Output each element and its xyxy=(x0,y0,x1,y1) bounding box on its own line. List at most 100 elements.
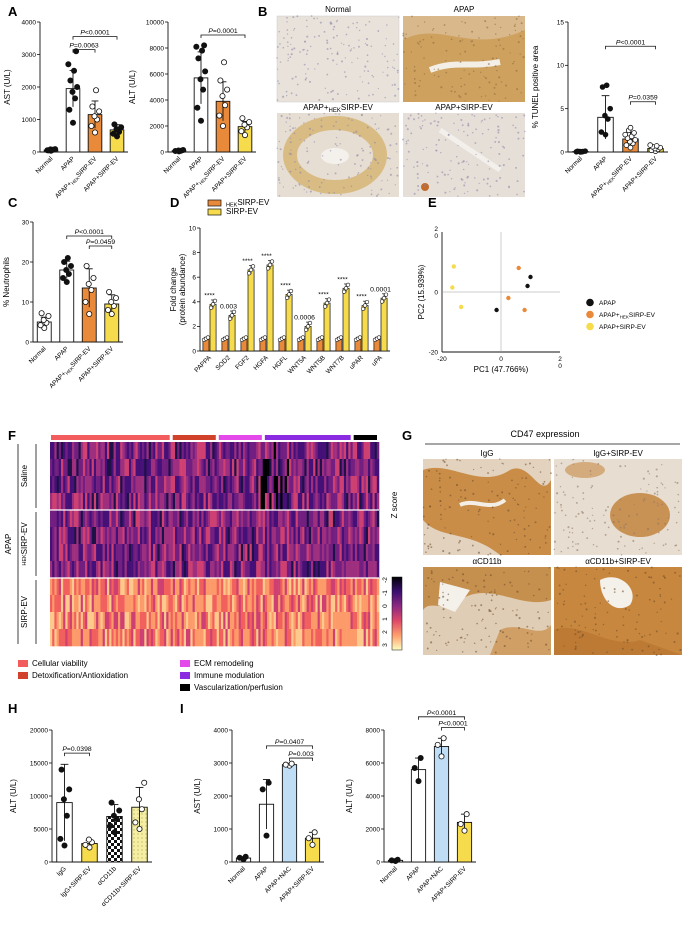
heatmap-cell xyxy=(225,476,228,494)
heatmap-cell xyxy=(253,493,257,511)
heatmap-cell xyxy=(196,578,200,596)
heatmap-cell xyxy=(185,459,189,477)
nucleus-dot xyxy=(538,618,540,620)
y-axis-label: % Neutrophils xyxy=(2,257,11,307)
heatmap-cell xyxy=(69,459,73,477)
nucleus-dot xyxy=(444,508,446,510)
heatmap-cell xyxy=(339,612,343,630)
heatmap-cell xyxy=(302,612,305,630)
nucleus-dot xyxy=(576,549,579,552)
heatmap-cell xyxy=(69,612,73,630)
heatmap-cell xyxy=(339,510,343,528)
heatmap-cell xyxy=(203,527,207,545)
nucleus-dot xyxy=(586,537,589,540)
data-point xyxy=(516,265,521,271)
heatmap-cell xyxy=(78,476,82,494)
nucleus-dot xyxy=(603,587,606,590)
nucleus-dot xyxy=(323,178,325,181)
heatmap-cell xyxy=(335,493,338,511)
heatmap-cell xyxy=(232,544,235,562)
heatmap-cell xyxy=(249,629,253,647)
nucleus-dot xyxy=(546,625,549,628)
nucleus-dot xyxy=(598,633,600,635)
legend-label: APAP+HEKSIRP-EV xyxy=(599,312,656,320)
nucleus-dot xyxy=(466,134,469,137)
nucleus-dot xyxy=(306,150,309,153)
heatmap-cell xyxy=(223,629,226,647)
heatmap-cell xyxy=(352,527,356,545)
p-value: <0.0001 xyxy=(443,721,468,728)
nucleus-dot xyxy=(647,645,650,648)
heatmap-cell xyxy=(54,493,57,511)
heatmap-cell xyxy=(161,544,165,562)
heatmap-cell xyxy=(264,442,268,460)
heatmap-cell xyxy=(82,527,86,545)
heatmap-cell xyxy=(319,442,323,460)
nucleus-dot xyxy=(372,76,375,78)
heatmap-cell xyxy=(324,544,327,562)
heatmap-cell xyxy=(175,442,178,460)
nucleus-dot xyxy=(351,61,353,64)
heatmap-cell xyxy=(201,612,204,630)
data-point xyxy=(116,807,123,814)
bar xyxy=(247,269,255,352)
nucleus-dot xyxy=(575,570,578,573)
y-tick-label: 30 xyxy=(22,219,30,226)
heatmap-cell xyxy=(253,442,257,460)
heatmap-cell xyxy=(190,612,193,630)
heatmap-cell xyxy=(194,442,198,460)
heatmap-cell xyxy=(225,595,228,613)
heatmap-cell xyxy=(196,595,200,613)
heatmap-cell xyxy=(117,612,121,630)
y-tick-label: 3000 xyxy=(214,760,229,767)
heatmap-cell xyxy=(319,527,323,545)
bar xyxy=(323,302,331,352)
nucleus-dot xyxy=(420,127,423,130)
nucleus-dot xyxy=(282,46,285,49)
heatmap-cell xyxy=(284,459,288,477)
heatmap-cell xyxy=(102,561,106,579)
nucleus-dot xyxy=(487,520,489,522)
nucleus-dot xyxy=(487,481,489,483)
data-point xyxy=(603,82,610,89)
heatmap-cell xyxy=(280,595,283,613)
nucleus-dot xyxy=(366,174,369,177)
y-tick-label: 4000 xyxy=(150,97,165,104)
heatmap-cell xyxy=(308,612,312,630)
heatmap-cell xyxy=(313,442,316,460)
heatmap-cell xyxy=(166,578,169,596)
nucleus-dot xyxy=(555,465,557,467)
nucleus-dot xyxy=(455,569,458,572)
nucleus-dot xyxy=(652,581,655,584)
nucleus-dot xyxy=(289,137,292,139)
heatmap-cell xyxy=(179,476,182,494)
heatmap-cell xyxy=(157,442,160,460)
heatmap-cell xyxy=(126,493,130,511)
heatmap-cell xyxy=(102,527,106,545)
nucleus-dot xyxy=(606,611,609,614)
heatmap-cell xyxy=(284,595,288,613)
nucleus-dot xyxy=(435,470,438,472)
data-point xyxy=(70,119,77,126)
heatmap-cell xyxy=(93,459,97,477)
heatmap-cell xyxy=(153,459,156,477)
data-point xyxy=(38,310,45,317)
nucleus-dot xyxy=(442,595,445,598)
heatmap-cell xyxy=(69,493,73,511)
data-point xyxy=(219,123,226,130)
heatmap-cell xyxy=(120,442,123,460)
heatmap-cell xyxy=(223,612,226,630)
heatmap-cell xyxy=(96,527,99,545)
heatmap-cell xyxy=(335,510,338,528)
heatmap-cell xyxy=(87,493,90,511)
heatmap-cell xyxy=(80,527,84,545)
nucleus-dot xyxy=(332,89,334,92)
p-letter: P xyxy=(438,721,443,728)
heatmap-cell xyxy=(236,510,239,528)
data-point xyxy=(135,796,142,803)
heatmap-cell xyxy=(359,595,362,613)
heatmap-cell xyxy=(247,510,250,528)
heatmap-cell xyxy=(133,459,136,477)
nucleus-dot xyxy=(392,43,395,45)
heatmap-cell xyxy=(273,510,277,528)
